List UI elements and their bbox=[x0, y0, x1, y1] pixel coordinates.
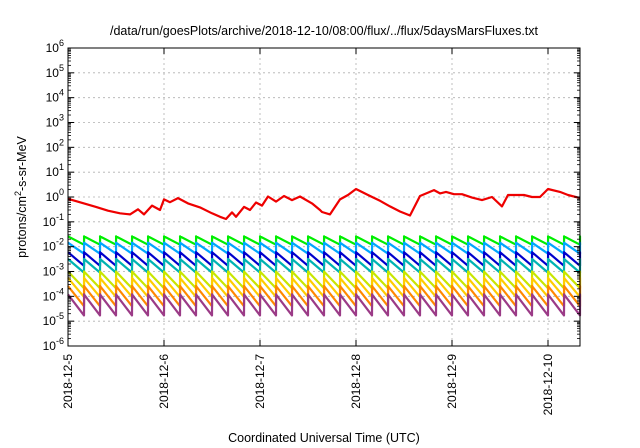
y-tick-exp: 3 bbox=[59, 113, 64, 123]
y-tick-base: 10 bbox=[46, 66, 60, 80]
y-tick-label: 106 bbox=[46, 38, 64, 55]
x-tick-label: 2018-12-7 bbox=[253, 354, 267, 409]
y-axis-label-exp: 2 bbox=[13, 191, 23, 196]
y-tick-exp: -4 bbox=[56, 286, 64, 296]
chart-title: /data/run/goesPlots/archive/2018-12-10/0… bbox=[110, 24, 539, 38]
y-tick-label: 105 bbox=[46, 63, 64, 80]
y-tick-base: 10 bbox=[43, 289, 57, 303]
x-tick-label: 2018-12-10 bbox=[541, 354, 555, 416]
y-tick-exp: -3 bbox=[56, 262, 64, 272]
y-tick-label: 10-6 bbox=[43, 336, 64, 353]
y-axis-label-rest: -s-sr-MeV bbox=[15, 135, 29, 191]
y-tick-exp: 2 bbox=[59, 137, 64, 147]
y-tick-exp: 6 bbox=[59, 38, 64, 48]
y-axis-label-base: protons/cm bbox=[15, 196, 29, 258]
y-tick-exp: -6 bbox=[56, 336, 64, 346]
y-tick-base: 10 bbox=[43, 339, 57, 353]
y-tick-exp: 4 bbox=[59, 88, 64, 98]
y-tick-exp: -2 bbox=[56, 237, 64, 247]
y-tick-base: 10 bbox=[43, 240, 57, 254]
y-tick-base: 10 bbox=[46, 91, 60, 105]
grid bbox=[68, 48, 580, 346]
y-tick-base: 10 bbox=[46, 116, 60, 130]
y-tick-label: 10-4 bbox=[43, 286, 64, 303]
y-tick-base: 10 bbox=[46, 190, 60, 204]
y-axis: 10-610-510-410-310-210-11001011021031041… bbox=[43, 38, 580, 353]
series-line-1 bbox=[67, 187, 581, 221]
y-tick-exp: 1 bbox=[59, 162, 64, 172]
y-tick-exp: -1 bbox=[56, 212, 64, 222]
x-axis-label: Coordinated Universal Time (UTC) bbox=[228, 431, 420, 445]
y-tick-base: 10 bbox=[46, 165, 60, 179]
y-tick-label: 104 bbox=[46, 88, 64, 105]
y-axis-label: protons/cm2-s-sr-MeV bbox=[13, 135, 29, 257]
x-axis: 2018-12-5 2018-12-6 2018-12-7 2018-12-8 2018… bbox=[61, 48, 555, 415]
y-tick-label: 10-5 bbox=[43, 311, 64, 328]
y-tick-label: 102 bbox=[46, 137, 64, 154]
y-tick-exp: 5 bbox=[59, 63, 64, 73]
y-tick-exp: 0 bbox=[59, 187, 64, 197]
y-tick-base: 10 bbox=[43, 215, 57, 229]
y-tick-exp: -5 bbox=[56, 311, 64, 321]
y-tick-label: 101 bbox=[46, 162, 64, 179]
x-tick-label: 2018-12-6 bbox=[157, 354, 171, 409]
y-tick-base: 10 bbox=[46, 41, 60, 55]
y-tick-label: 103 bbox=[46, 113, 64, 130]
y-tick-label: 10-3 bbox=[43, 262, 64, 279]
y-tick-label: 10-2 bbox=[43, 237, 64, 254]
y-tick-base: 10 bbox=[43, 314, 57, 328]
y-tick-base: 10 bbox=[46, 140, 60, 154]
y-tick-label: 10-1 bbox=[43, 212, 64, 229]
x-tick-label: 2018-12-5 bbox=[61, 354, 75, 409]
y-tick-label: 100 bbox=[46, 187, 64, 204]
series-line-9 bbox=[67, 293, 582, 317]
y-tick-base: 10 bbox=[43, 265, 57, 279]
series-layer bbox=[67, 187, 582, 317]
x-tick-label: 2018-12-8 bbox=[349, 354, 363, 409]
x-tick-label: 2018-12-9 bbox=[445, 354, 459, 409]
